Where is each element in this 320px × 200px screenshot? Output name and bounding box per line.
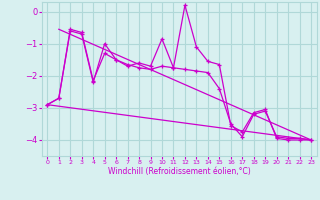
X-axis label: Windchill (Refroidissement éolien,°C): Windchill (Refroidissement éolien,°C) (108, 167, 251, 176)
